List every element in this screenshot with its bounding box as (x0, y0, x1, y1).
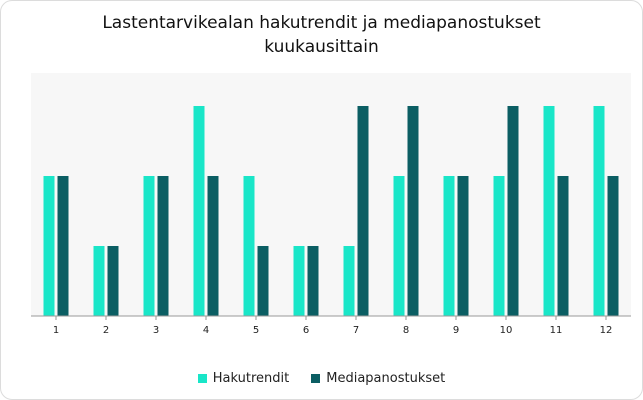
bar-hakutrendit-1 (43, 176, 55, 316)
x-tick-label-10: 10 (500, 325, 513, 336)
bars-group (43, 106, 619, 316)
x-tick-label-9: 9 (453, 325, 459, 336)
bar-hakutrendit-5 (243, 176, 255, 316)
chart-title-line-2: kuukausittain (264, 37, 379, 57)
x-tick-label-12: 12 (600, 325, 613, 336)
bar-hakutrendit-7 (343, 246, 355, 316)
chart-title-line-1: Lastentarvikealan hakutrendit ja mediapa… (102, 13, 541, 33)
bar-hakutrendit-9 (443, 176, 455, 316)
chart-title: Lastentarvikealan hakutrendit ja mediapa… (1, 11, 642, 59)
legend-swatch-mediapanostukset (311, 374, 321, 383)
legend-label-mediapanostukset: Mediapanostukset (326, 371, 446, 386)
x-ticks-group: 1 2 3 4 5 6 7 8 9 10 11 12 (53, 316, 613, 336)
x-tick-label-8: 8 (403, 325, 409, 336)
bar-hakutrendit-6 (293, 246, 305, 316)
bar-hakutrendit-2 (93, 246, 105, 316)
bar-hakutrendit-8 (393, 176, 405, 316)
bar-mediapanostukset-10 (507, 106, 519, 316)
plot-area-background (31, 73, 631, 316)
x-tick-label-4: 4 (203, 325, 209, 336)
bar-hakutrendit-3 (143, 176, 155, 316)
x-tick-label-5: 5 (253, 325, 259, 336)
legend-swatch-hakutrendit (197, 374, 207, 383)
bar-hakutrendit-4 (193, 106, 205, 316)
bar-mediapanostukset-8 (407, 106, 419, 316)
bar-mediapanostukset-5 (257, 246, 269, 316)
bar-hakutrendit-12 (593, 106, 605, 316)
bar-mediapanostukset-9 (457, 176, 469, 316)
x-tick-label-6: 6 (303, 325, 309, 336)
legend-item-hakutrendit: Hakutrendit (197, 371, 290, 386)
x-tick-label-11: 11 (550, 325, 563, 336)
bar-mediapanostukset-1 (57, 176, 69, 316)
x-tick-label-2: 2 (103, 325, 109, 336)
bar-hakutrendit-11 (543, 106, 555, 316)
bar-mediapanostukset-12 (607, 176, 619, 316)
bar-mediapanostukset-4 (207, 176, 219, 316)
bar-mediapanostukset-7 (357, 106, 369, 316)
bar-mediapanostukset-6 (307, 246, 319, 316)
bar-mediapanostukset-3 (157, 176, 169, 316)
x-tick-label-3: 3 (153, 325, 159, 336)
x-tick-label-1: 1 (53, 325, 59, 336)
legend-item-mediapanostukset: Mediapanostukset (311, 371, 445, 386)
legend-label-hakutrendit: Hakutrendit (212, 371, 290, 386)
bar-hakutrendit-10 (493, 176, 505, 316)
legend: Hakutrendit Mediapanostukset (1, 371, 642, 386)
bar-mediapanostukset-11 (557, 176, 569, 316)
bar-mediapanostukset-2 (107, 246, 119, 316)
x-tick-label-7: 7 (353, 325, 359, 336)
